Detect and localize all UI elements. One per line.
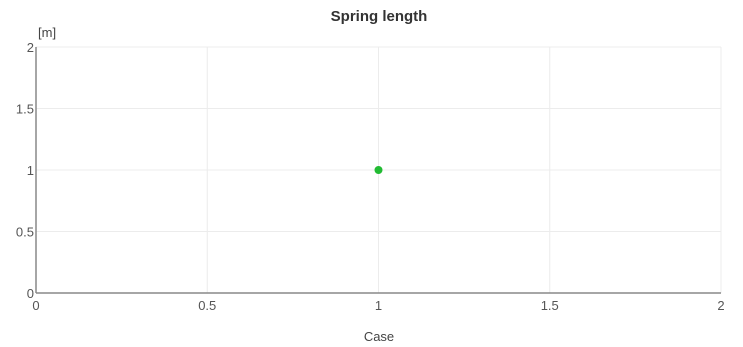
y-tick-label-0: 0: [27, 286, 34, 301]
tick-label-layer: 0 0.5 1 1.5 2 0 0.5 1 1.5 2: [16, 40, 725, 313]
x-tick-label-2: 1: [375, 298, 382, 313]
y-tick-label-2: 1: [27, 163, 34, 178]
y-axis-unit-label: [m]: [38, 25, 56, 40]
data-point-0-0: [374, 166, 383, 174]
x-tick-label-4: 2: [717, 298, 724, 313]
x-tick-label-3: 1.5: [541, 298, 559, 313]
y-tick-label-3: 1.5: [16, 102, 34, 117]
x-tick-label-1: 0.5: [198, 298, 216, 313]
y-tick-label-4: 2: [27, 40, 34, 55]
chart-title: Spring length: [331, 8, 428, 25]
x-tick-label-0: 0: [32, 298, 39, 313]
x-axis-label: Case: [364, 329, 394, 344]
axis-layer: [35, 47, 721, 294]
y-tick-label-1: 0.5: [16, 225, 34, 240]
data-points-layer: [374, 166, 383, 174]
